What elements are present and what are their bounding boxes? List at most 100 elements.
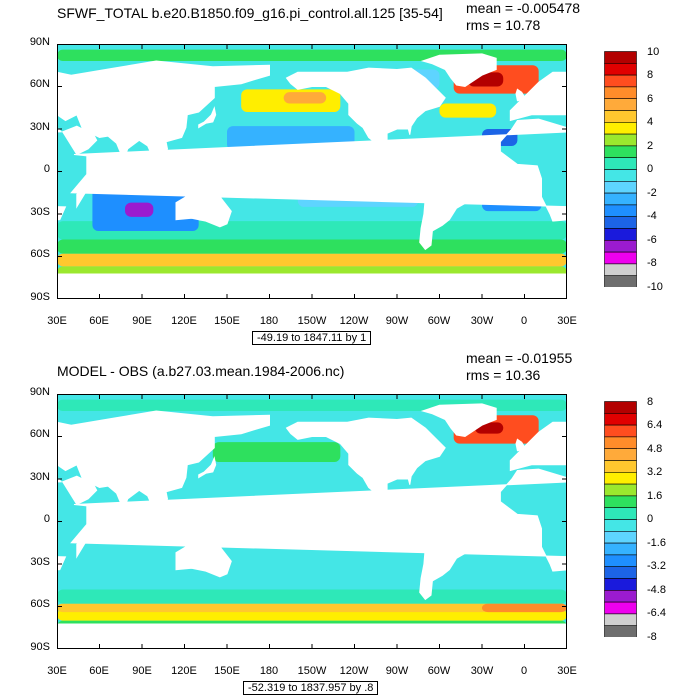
colorbar-swatch [604, 625, 637, 637]
lat-label: 60N [29, 78, 50, 90]
lon-label: 150W [297, 665, 327, 677]
rms-label: rms = 10.78 [466, 17, 541, 33]
colorbar-label: -6.4 [647, 607, 666, 619]
land-mask [509, 71, 567, 122]
colorbar-swatch [604, 507, 637, 520]
colorbar-swatch [604, 122, 637, 135]
colorbar-label: -8 [647, 257, 657, 269]
colorbar-swatch [604, 472, 637, 485]
colorbar-label: 4 [647, 116, 654, 128]
land-mask [57, 410, 270, 522]
land-mask [76, 537, 86, 559]
colorbar-swatch [604, 424, 637, 438]
colorbar-label: 6.4 [647, 419, 663, 431]
colorbar-swatch [604, 240, 637, 253]
lon-label: 90W [385, 315, 409, 327]
colorbar-swatch [604, 613, 637, 626]
lon-label: 180 [259, 665, 279, 677]
lat-label: 0 [43, 163, 50, 175]
lat-label: 30S [30, 556, 50, 568]
land-mask [515, 438, 527, 452]
colorbar-label: -4.8 [647, 584, 666, 596]
land-mask [148, 513, 167, 532]
lon-label: 30W [470, 665, 494, 677]
field-patch [212, 442, 341, 462]
colorbar-swatch [604, 542, 637, 556]
land-mask [285, 67, 446, 163]
colorbar-label: 8 [647, 396, 654, 408]
bottom-panel: MODEL - OBS (a.b27.03.mean.1984-2006.nc)… [0, 350, 700, 700]
colorbar-swatch [604, 566, 637, 579]
lon-label: 60W [427, 665, 451, 677]
colorbar-swatch [604, 98, 637, 111]
colorbar-swatch [604, 216, 637, 229]
lon-label: 0 [520, 665, 528, 677]
land-mask [76, 187, 86, 209]
land-mask [409, 503, 476, 601]
colorbar-swatch [604, 413, 637, 426]
colorbar-label: -3.2 [647, 560, 666, 572]
lat-label: 0 [43, 513, 50, 525]
colorbar-label: 6 [647, 93, 654, 105]
lon-label: 180 [259, 315, 279, 327]
plot-title: MODEL - OBS (a.b27.03.mean.1984-2006.nc) [57, 363, 345, 379]
colorbar-label: -1.6 [647, 537, 666, 549]
land-mask [409, 153, 476, 251]
lon-label: 30E [47, 665, 67, 677]
colorbar-swatch [604, 181, 637, 194]
lat-label: 90S [30, 291, 50, 303]
colorbar-swatch [604, 145, 637, 159]
colorbar [604, 401, 637, 637]
colorbar-swatch [604, 169, 637, 182]
field-patch [57, 253, 567, 267]
lon-label: 150W [297, 315, 327, 327]
land-mask [61, 475, 98, 506]
colorbar-swatch [604, 86, 637, 100]
mean-label: mean = -0.005478 [466, 0, 581, 16]
land-mask [168, 160, 184, 178]
colorbar-swatch [604, 601, 637, 615]
colorbar-swatch [604, 531, 637, 544]
lon-label: 120E [171, 665, 197, 677]
colorbar-label: 4.8 [647, 443, 663, 455]
lon-label: 60W [427, 315, 451, 327]
colorbar-label: 1.6 [647, 490, 663, 502]
world-map-plot [57, 44, 567, 299]
colorbar-swatch [604, 192, 637, 206]
colorbar-swatch [604, 228, 637, 241]
field-patch [125, 202, 154, 217]
contour-range-note: -52.319 to 1837.957 by .8 [243, 681, 379, 695]
colorbar-label: -10 [647, 281, 663, 293]
colorbar-swatch [604, 251, 637, 265]
contour-range-note: -49.19 to 1847.11 by 1 [252, 331, 372, 345]
field-patch [439, 103, 497, 118]
lon-label: 120W [339, 315, 369, 327]
lon-label: 150E [214, 665, 240, 677]
colorbar-label: 10 [647, 46, 660, 58]
lat-label: 30N [29, 471, 50, 483]
lon-label: 120E [171, 315, 197, 327]
colorbar-swatch [604, 495, 637, 509]
colorbar-label: -2 [647, 187, 657, 199]
colorbar-swatch [604, 110, 637, 123]
lon-label: 0 [520, 315, 528, 327]
world-map-plot [57, 394, 567, 649]
land-mask [200, 172, 229, 187]
land-mask [198, 456, 217, 479]
field-patch [57, 603, 567, 613]
land-mask [175, 536, 232, 578]
lat-label: 30S [30, 206, 50, 218]
colorbar-swatch [604, 483, 637, 497]
colorbar-label: 0 [647, 163, 654, 175]
colorbar-swatch [604, 263, 637, 276]
colorbar-label: -4 [647, 210, 657, 222]
lat-label: 90N [29, 386, 50, 398]
lon-label: 90E [132, 315, 152, 327]
land-mask [285, 417, 446, 513]
top-panel: SFWF_TOTAL b.e20.B1850.f09_g16.pi_contro… [29, 0, 663, 345]
colorbar-label: -8 [647, 631, 657, 643]
colorbar-swatch [604, 578, 637, 591]
colorbar-swatch [604, 157, 637, 170]
land-mask [57, 60, 270, 172]
lon-label: 90W [385, 665, 409, 677]
